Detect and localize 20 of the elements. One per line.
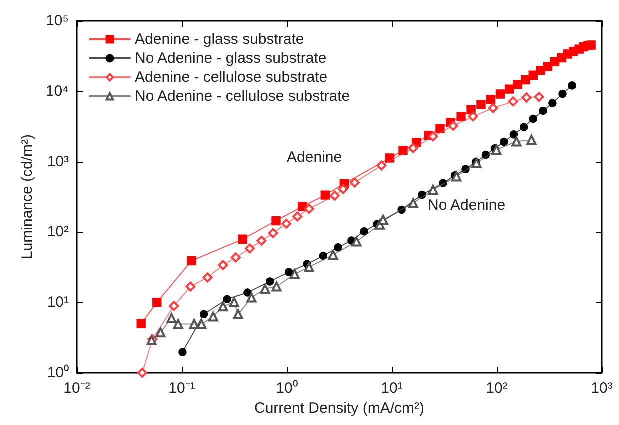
legend-label: Adenine - glass substrate xyxy=(135,31,304,48)
annotation: Adenine xyxy=(287,149,342,166)
x-tick-label: 10² xyxy=(486,380,508,397)
x-tick-label: 10⁻¹ xyxy=(168,380,196,397)
y-tick-label: 10² xyxy=(47,224,69,241)
y-tick-label: 10⁴ xyxy=(46,82,69,100)
x-axis-title: Current Density (mA/cm²) xyxy=(254,400,425,417)
legend-label: No Adenine - cellulose substrate xyxy=(135,88,350,105)
x-tick-label: 10³ xyxy=(591,380,613,397)
legend-label: Adenine - cellulose substrate xyxy=(135,69,328,86)
y-tick-label: 10¹ xyxy=(47,294,69,312)
legend-label: No Adenine - glass substrate xyxy=(135,50,327,67)
x-tick-label: 10⁰ xyxy=(276,380,298,397)
y-tick-label: 10³ xyxy=(47,153,69,170)
x-tick-label: 10⁻² xyxy=(64,380,90,397)
x-tick-label: 10¹ xyxy=(381,380,403,397)
y-tick-label: 10⁵ xyxy=(46,12,69,30)
y-tick-label: 10⁰ xyxy=(47,364,69,382)
y-axis-title: Luminance (cd/m²) xyxy=(18,134,36,260)
annotation: No Adenine xyxy=(428,197,506,214)
